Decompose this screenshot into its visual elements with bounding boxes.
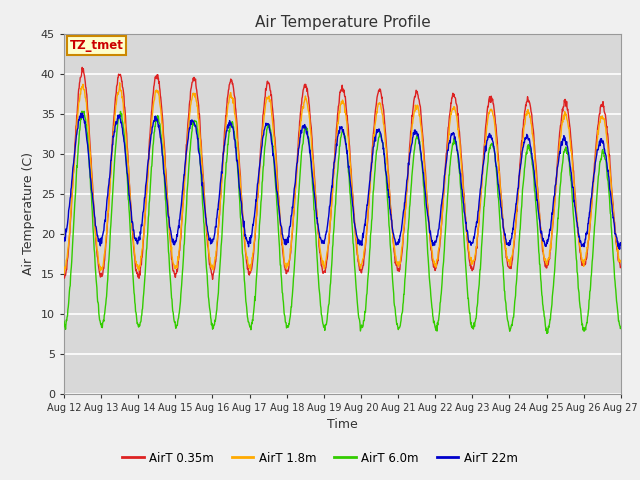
X-axis label: Time: Time — [327, 418, 358, 431]
Legend: AirT 0.35m, AirT 1.8m, AirT 6.0m, AirT 22m: AirT 0.35m, AirT 1.8m, AirT 6.0m, AirT 2… — [118, 447, 522, 469]
Title: Air Temperature Profile: Air Temperature Profile — [255, 15, 430, 30]
Text: TZ_tmet: TZ_tmet — [70, 39, 124, 52]
Y-axis label: Air Temperature (C): Air Temperature (C) — [22, 152, 35, 275]
